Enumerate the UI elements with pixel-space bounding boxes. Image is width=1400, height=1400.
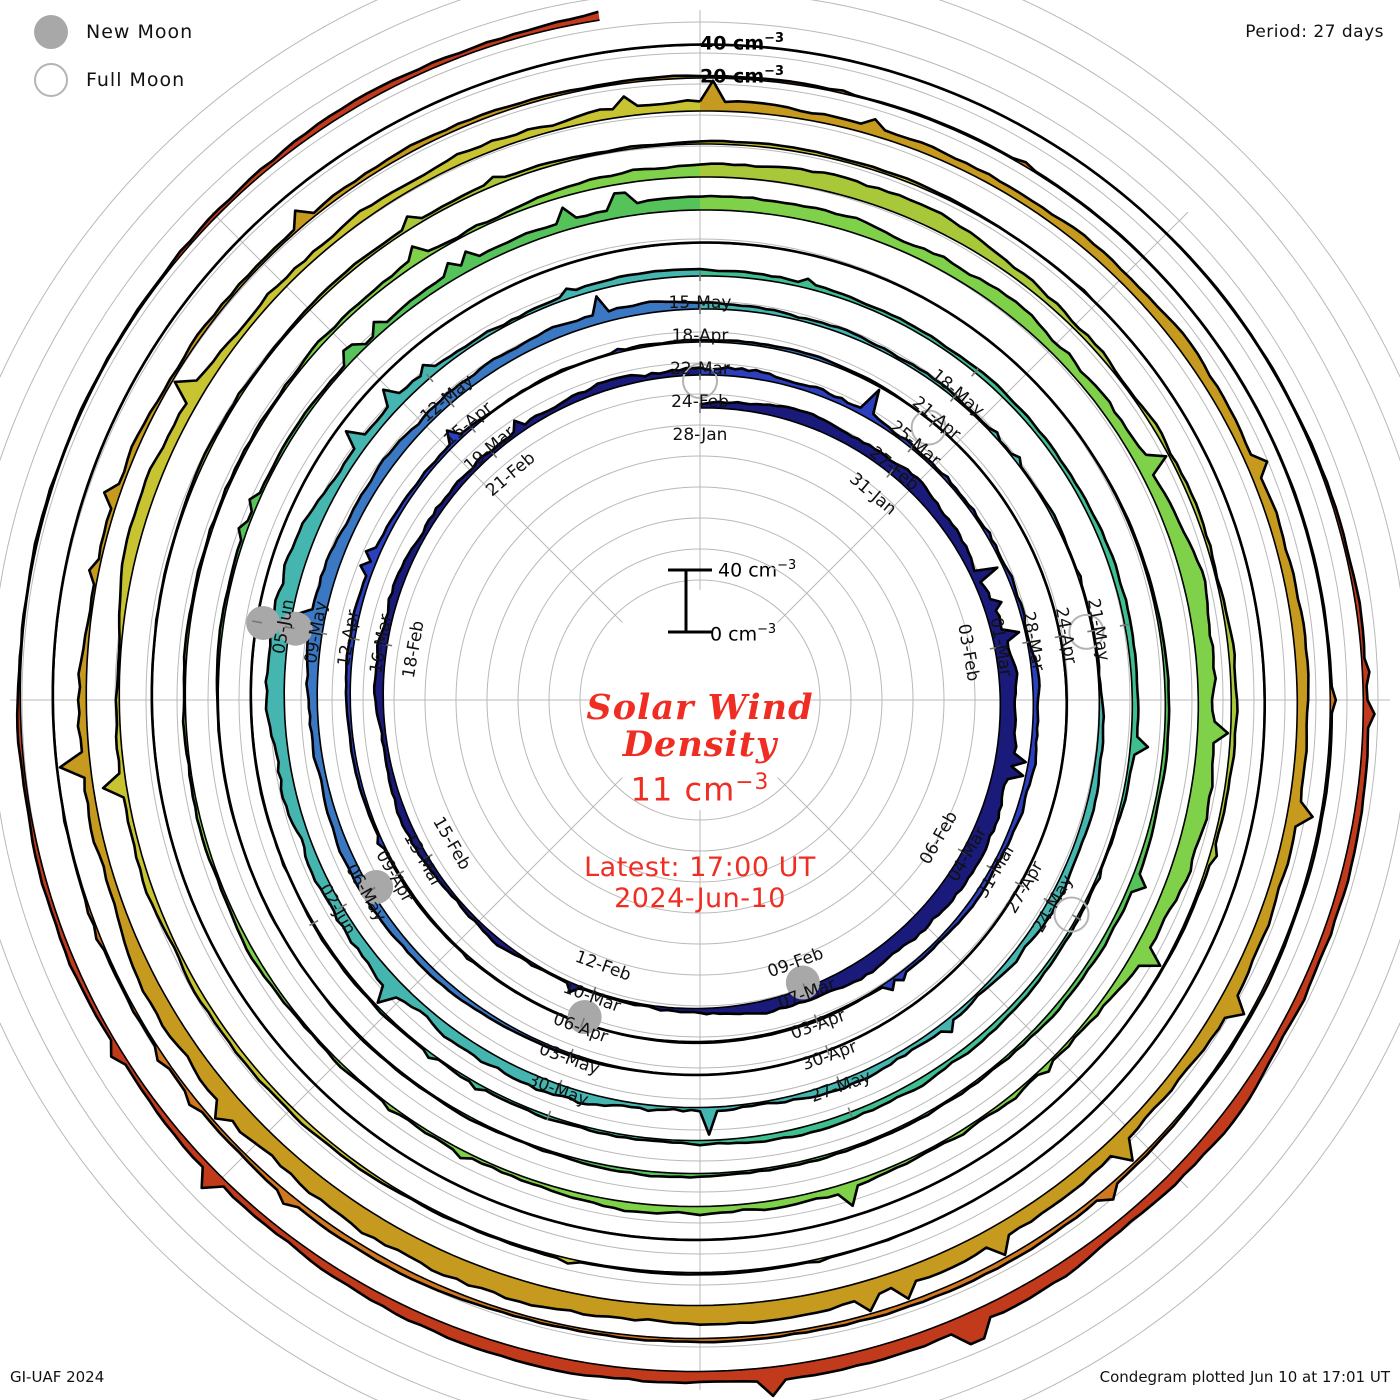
moon-phase-markers bbox=[246, 363, 1105, 1034]
date-axis-label: 21-May bbox=[1083, 597, 1114, 662]
full-moon-marker bbox=[1068, 613, 1105, 650]
credit-right: Condegram plotted Jun 10 at 17:01 UT bbox=[1099, 1368, 1390, 1386]
credit-left: GI-UAF 2024 bbox=[10, 1368, 105, 1386]
date-axis-label: 30-May bbox=[525, 1070, 591, 1110]
date-axis-label: 18-Apr bbox=[672, 326, 729, 346]
period-label: Period: 27 days bbox=[1245, 22, 1384, 42]
date-axis-label: 09-May bbox=[301, 600, 332, 665]
date-axis-label: 28-Jan bbox=[673, 425, 728, 445]
date-axis-label: 12-Feb bbox=[572, 947, 633, 986]
date-axis-label: 16-Mar bbox=[366, 613, 396, 675]
date-axis-label: 01-Mar bbox=[986, 616, 1016, 678]
new-moon-marker bbox=[567, 999, 602, 1034]
full-moon-marker bbox=[682, 363, 718, 399]
center-title-line1: Solar Wind bbox=[586, 687, 814, 728]
center-current-value: 11 cm−3 bbox=[630, 769, 770, 809]
date-axis-label: 03-May bbox=[536, 1039, 602, 1079]
legend-label-full-moon: Full Moon bbox=[86, 69, 186, 91]
center-scalebar bbox=[668, 568, 712, 634]
moon-phase-legend: New Moon Full Moon bbox=[18, 8, 193, 104]
new-moon-icon bbox=[34, 15, 68, 49]
legend-item-new-moon: New Moon bbox=[18, 8, 193, 56]
full-moon-marker bbox=[1053, 896, 1090, 933]
date-axis-label: 12-Apr bbox=[334, 608, 364, 667]
legend-label-new-moon: New Moon bbox=[86, 21, 194, 43]
date-axis-label: 24-Apr bbox=[1051, 606, 1081, 665]
date-axis-label: 03-Feb bbox=[953, 622, 983, 682]
center-latest-date: 2024-Jun-10 bbox=[614, 883, 786, 915]
new-moon-marker bbox=[785, 965, 820, 1000]
center-readout: Solar Wind Density 11 cm−3 Latest: 17:00… bbox=[420, 687, 980, 915]
new-moon-marker bbox=[359, 870, 394, 904]
date-axis-label: 24-Feb bbox=[671, 392, 729, 412]
legend-item-full-moon: Full Moon bbox=[18, 56, 193, 104]
date-tick-marks bbox=[252, 271, 1130, 1121]
date-axis-label: 18-Feb bbox=[399, 619, 429, 679]
date-axis-label: 15-May bbox=[669, 293, 732, 313]
scalebar-bottom-label: 0 cm−3 bbox=[710, 622, 777, 646]
center-title-line2: Density bbox=[622, 723, 778, 765]
full-moon-icon bbox=[34, 63, 68, 97]
center-latest-time: Latest: 17:00 UT bbox=[584, 852, 816, 884]
full-moon-marker bbox=[910, 409, 947, 446]
spiral-data-traces bbox=[15, 10, 1376, 1398]
new-moon-marker bbox=[246, 605, 281, 640]
date-axis-label: 22-Mar bbox=[670, 359, 730, 379]
date-axis-label: 27-May bbox=[808, 1067, 874, 1107]
new-moon-marker bbox=[278, 611, 313, 646]
radial-axis-tick-40: 40 cm−3 bbox=[700, 31, 784, 55]
date-axis-label: 03-Apr bbox=[788, 1006, 848, 1044]
date-axis-label: 28-Mar bbox=[1018, 610, 1048, 672]
scalebar-top-label: 40 cm−3 bbox=[718, 558, 797, 582]
